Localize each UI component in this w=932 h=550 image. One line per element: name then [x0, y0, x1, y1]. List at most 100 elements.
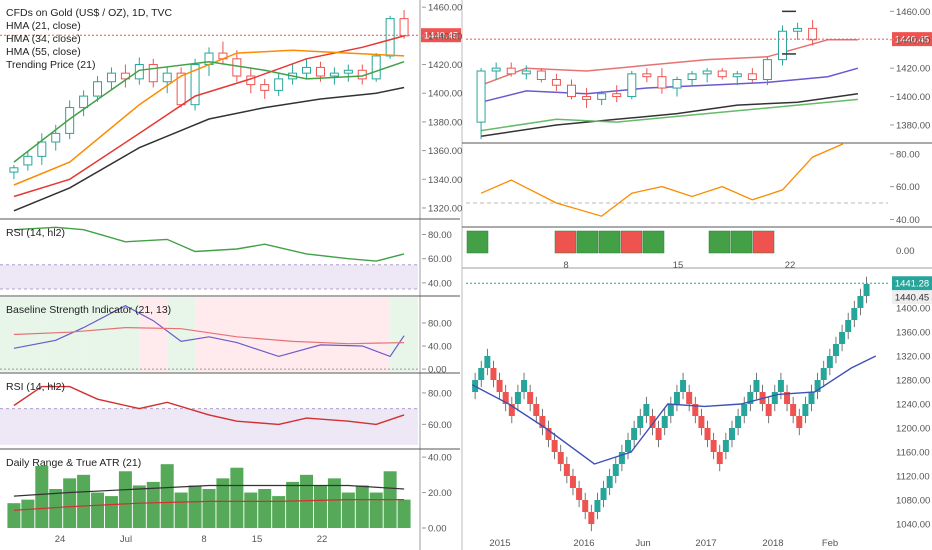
- candle-body: [702, 70, 712, 75]
- renko-brick: [747, 392, 754, 404]
- renko-brick: [496, 380, 503, 392]
- y-tick-label: 1080.00: [896, 496, 930, 507]
- candle-body: [506, 67, 516, 75]
- baseline-line: [13, 326, 405, 345]
- y-tick-label: 1160.00: [896, 448, 930, 459]
- price-tag: 1440.45: [424, 31, 458, 42]
- y-tick-label: 1360.00: [428, 146, 462, 157]
- renko-brick: [625, 440, 632, 452]
- candle-body: [9, 167, 19, 173]
- renko-brick: [686, 392, 693, 404]
- x-tick-label: 2017: [695, 538, 716, 549]
- renko-brick: [710, 440, 717, 452]
- candle-body: [51, 132, 61, 143]
- y-tick-label: 40.00: [428, 453, 452, 464]
- range-bar: [104, 496, 118, 528]
- range-bar: [21, 499, 35, 528]
- candle-body: [385, 18, 395, 57]
- renko-brick: [576, 488, 583, 500]
- candle-body: [536, 70, 546, 81]
- renko-brick: [839, 332, 846, 344]
- renko-brick: [753, 380, 760, 392]
- candle-body: [687, 73, 697, 81]
- x-tick-label: 24: [55, 534, 66, 545]
- legend-entry: HMA (21, close): [6, 20, 81, 32]
- renko-brick: [643, 404, 650, 416]
- renko-brick: [539, 416, 546, 428]
- rsi-band: [0, 408, 418, 445]
- atr-line: [13, 484, 405, 497]
- trend-block: [708, 230, 731, 254]
- renko-brick: [600, 488, 607, 500]
- ma-line: [480, 98, 858, 132]
- candle-body: [37, 141, 47, 157]
- renko-brick: [508, 404, 515, 416]
- x-tick-label: 8: [201, 534, 206, 545]
- y-tick-label: 60.00: [428, 254, 452, 265]
- price-tag-bg: [892, 290, 932, 305]
- baseline-line: [13, 305, 405, 358]
- candle-body: [232, 58, 242, 77]
- renko-brick: [649, 416, 656, 428]
- range-bar: [286, 481, 300, 528]
- legend-entry: RSI (14, hl2): [6, 227, 65, 239]
- trend-block: [752, 230, 775, 254]
- range-bar: [49, 489, 63, 528]
- renko-brick: [814, 380, 821, 392]
- hma-line: [13, 35, 405, 198]
- range-bar: [77, 474, 91, 528]
- trend-block: [620, 230, 643, 254]
- candle-body: [190, 64, 200, 106]
- candle-body: [329, 72, 339, 77]
- legend-entry: Trending Price (21): [6, 59, 95, 71]
- y-tick-label: 60.00: [896, 182, 920, 193]
- y-tick-label: 80.00: [428, 230, 452, 241]
- ma-line: [480, 92, 859, 138]
- range-bar: [355, 485, 369, 528]
- y-tick-label: 80.00: [428, 388, 452, 399]
- candle-body: [93, 81, 103, 97]
- renko-brick: [796, 416, 803, 428]
- candle-body: [567, 84, 576, 98]
- renko-brick: [808, 392, 815, 404]
- price-tag-bg: [421, 28, 461, 43]
- candle-body: [371, 55, 381, 80]
- renko-brick: [692, 404, 699, 416]
- candle-body: [551, 79, 561, 86]
- renko-brick: [569, 476, 576, 488]
- candle-body: [521, 70, 531, 75]
- y-tick-label: 1440.00: [428, 31, 462, 42]
- x-tick-label: 22: [317, 534, 328, 545]
- y-tick-label: 1120.00: [896, 472, 930, 483]
- legend-entry: Baseline Strength Indicator (21, 13): [6, 304, 171, 316]
- renko-brick: [588, 512, 595, 524]
- renko-brick: [832, 344, 839, 356]
- x-tick-label: Jul: [120, 534, 132, 545]
- y-tick-label: 1280.00: [896, 376, 930, 387]
- candle-body: [343, 69, 353, 74]
- renko-brick: [845, 320, 852, 332]
- candle-body: [778, 30, 787, 61]
- renko-brick: [716, 452, 723, 464]
- renko-brick: [851, 308, 858, 320]
- candle-body: [120, 72, 130, 80]
- candle-body: [672, 79, 682, 89]
- renko-brick: [490, 368, 497, 380]
- renko-brick: [765, 404, 772, 416]
- candle-body: [260, 84, 270, 91]
- renko-brick: [655, 428, 662, 440]
- range-bar: [300, 474, 314, 528]
- candle-body: [717, 70, 727, 78]
- renko-brick: [826, 356, 833, 368]
- y-tick-label: 1380.00: [428, 117, 462, 128]
- range-bar: [146, 481, 160, 528]
- candle-body: [732, 73, 742, 78]
- renko-brick: [661, 416, 668, 428]
- trend-block: [466, 230, 489, 254]
- renko-brick: [502, 392, 509, 404]
- x-tick-label: 2016: [573, 538, 594, 549]
- y-tick-label: 0.00: [428, 365, 447, 376]
- y-tick-label: 1340.00: [428, 175, 462, 186]
- renko-brick: [551, 440, 558, 452]
- y-tick-label: 1440.00: [896, 35, 930, 46]
